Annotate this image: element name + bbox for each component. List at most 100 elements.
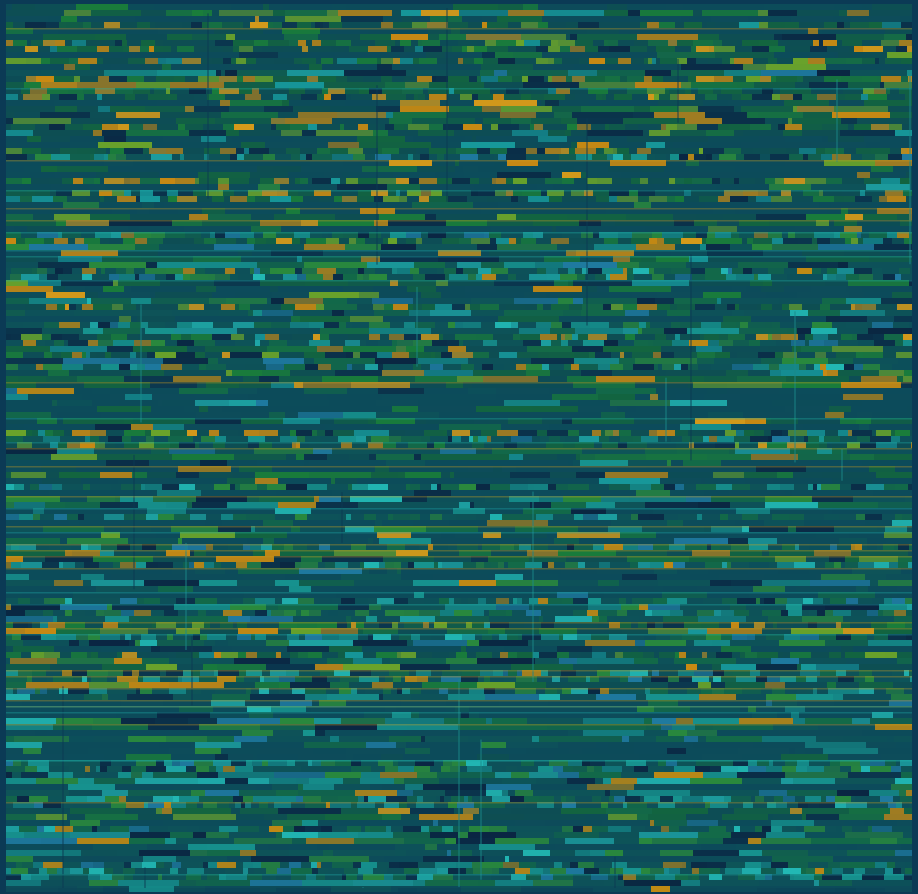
cell — [259, 88, 278, 94]
cell — [664, 238, 681, 244]
cell — [194, 106, 229, 112]
cell — [335, 562, 348, 568]
cell — [569, 304, 582, 310]
cell — [204, 154, 209, 160]
cell — [25, 304, 46, 310]
cell — [82, 676, 87, 682]
cell — [677, 124, 697, 130]
cell — [909, 64, 912, 70]
cell — [280, 700, 312, 706]
cell — [731, 622, 739, 628]
cell — [413, 640, 467, 646]
cell — [708, 226, 737, 232]
cell — [772, 688, 785, 694]
cell — [298, 598, 314, 604]
cell — [605, 76, 620, 82]
cell — [609, 196, 617, 202]
cell — [217, 676, 236, 682]
cell — [366, 544, 387, 550]
cell — [262, 406, 299, 412]
cell — [788, 232, 795, 238]
cell — [408, 304, 413, 310]
cell — [892, 238, 904, 244]
cell — [366, 616, 377, 622]
cell — [770, 370, 781, 376]
cell — [832, 478, 872, 484]
cell — [243, 544, 250, 550]
cell — [883, 346, 912, 352]
cell — [650, 688, 668, 694]
cell — [420, 514, 430, 520]
cell — [149, 460, 200, 466]
cell — [336, 268, 348, 274]
cell — [838, 340, 858, 346]
cell — [186, 688, 201, 694]
cell — [841, 208, 848, 214]
cell — [329, 400, 376, 406]
cell — [499, 352, 517, 358]
cell — [287, 532, 347, 538]
cell — [140, 688, 152, 694]
cell — [96, 172, 159, 178]
cell — [585, 154, 592, 160]
cell — [141, 634, 156, 640]
cell — [96, 586, 158, 592]
cell — [276, 238, 292, 244]
cell — [347, 388, 378, 394]
cell — [118, 250, 158, 256]
cell — [433, 574, 488, 580]
cell — [160, 598, 176, 604]
cell — [579, 430, 592, 436]
cell — [701, 322, 721, 328]
cell — [304, 262, 367, 268]
cell — [22, 178, 31, 184]
cell — [501, 532, 547, 538]
cell — [418, 400, 453, 406]
cell — [139, 226, 184, 232]
cell — [295, 268, 302, 274]
cell — [841, 562, 845, 568]
cell — [712, 154, 719, 160]
cell — [246, 652, 257, 658]
cell — [343, 346, 396, 352]
cell — [709, 46, 714, 52]
cell — [542, 418, 562, 424]
cell — [390, 280, 398, 286]
cell — [637, 304, 657, 310]
cell — [44, 532, 101, 538]
cell — [502, 466, 516, 472]
cell — [392, 268, 397, 274]
cell — [413, 154, 420, 160]
cell — [148, 94, 168, 100]
cell — [6, 652, 21, 658]
cell — [866, 226, 912, 232]
cell — [92, 274, 109, 280]
cell — [750, 670, 760, 676]
cell — [177, 340, 194, 346]
cell — [554, 562, 565, 568]
cell — [33, 514, 40, 520]
cell — [286, 484, 307, 490]
cell — [568, 340, 583, 346]
cell — [302, 130, 316, 136]
cell — [114, 658, 142, 664]
cell — [520, 334, 540, 340]
cell — [613, 430, 619, 436]
cell — [737, 82, 754, 88]
cell — [654, 112, 705, 118]
cell — [392, 10, 401, 16]
cell — [880, 82, 884, 88]
cell — [56, 220, 66, 226]
cell — [146, 436, 154, 442]
cell — [897, 442, 911, 448]
cell — [677, 448, 719, 454]
cell — [890, 172, 906, 178]
cell — [695, 304, 715, 310]
cell — [272, 466, 316, 472]
cell — [657, 574, 690, 580]
cell — [775, 352, 783, 358]
cell — [255, 196, 270, 202]
cell — [512, 76, 522, 82]
cell — [647, 46, 656, 52]
cell — [786, 604, 802, 610]
